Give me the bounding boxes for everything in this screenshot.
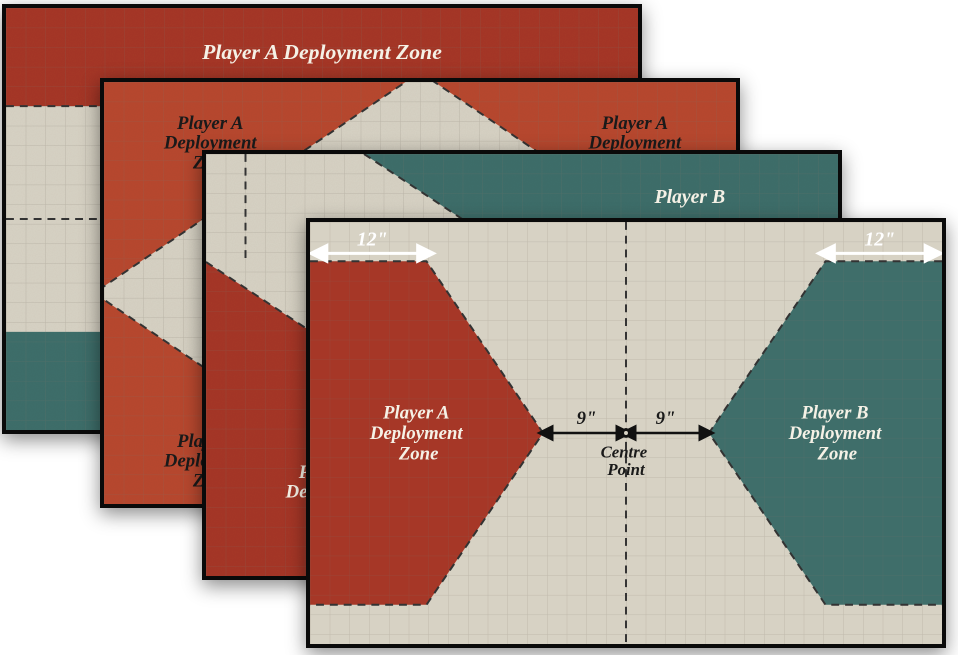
measure-top-left: 12" [357,229,388,251]
measure-mid-left: 9" [577,408,597,429]
card1-label-a: Player A Deployment Zone [201,40,442,64]
deployment-card-4: 12" 12" 9" 9" Centre Point Player A Depl… [306,218,946,648]
measure-top-right: 12" [864,229,895,251]
centre-point-label: Centre Point [601,443,652,480]
card3-label-b: Player B [654,186,726,208]
deployment-maps-stack: Player A Deployment Zone [0,0,958,655]
measure-mid-right: 9" [656,408,676,429]
